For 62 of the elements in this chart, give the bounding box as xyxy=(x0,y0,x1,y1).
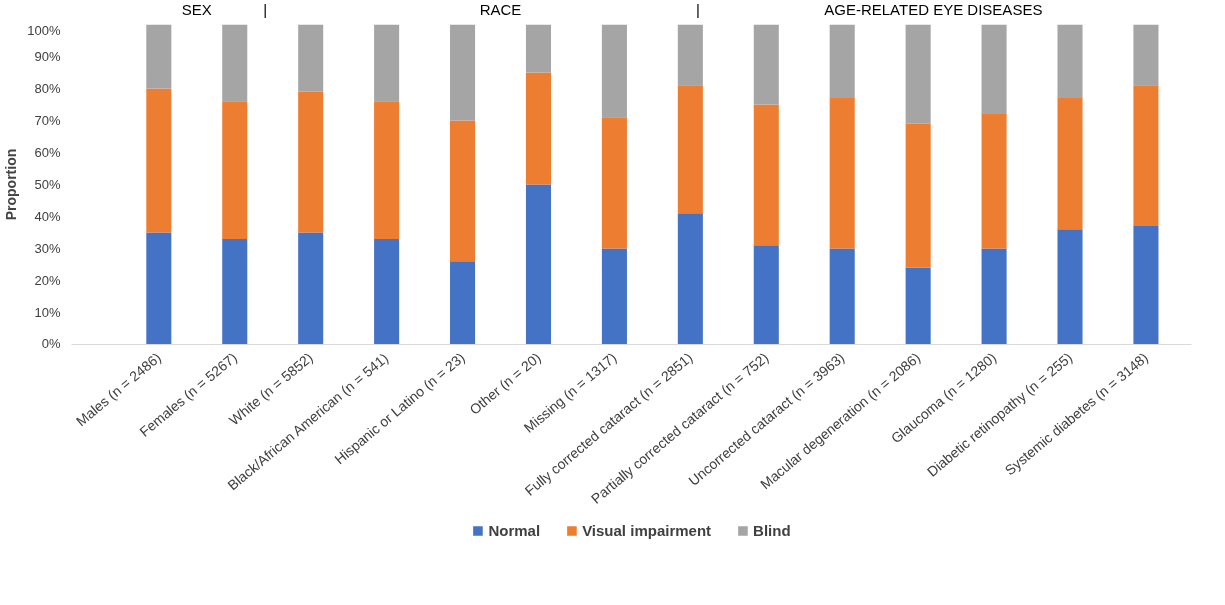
y-tick-label: 0% xyxy=(41,335,61,351)
bar xyxy=(677,24,703,86)
bar xyxy=(374,101,400,239)
bar xyxy=(374,238,400,345)
bar xyxy=(981,248,1007,345)
legend-label: Normal xyxy=(488,521,541,539)
y-tick-label: 20% xyxy=(34,273,61,288)
bar xyxy=(829,248,855,345)
bar xyxy=(525,72,552,185)
text: AGE-RELATED EYE DISEASES xyxy=(824,1,1043,19)
y-tick-label: 70% xyxy=(34,113,61,128)
bar xyxy=(981,114,1007,249)
bar xyxy=(298,24,324,92)
bar xyxy=(450,261,476,345)
text: | xyxy=(695,1,700,19)
bar xyxy=(450,120,476,262)
bar xyxy=(829,98,855,249)
bar xyxy=(905,24,931,124)
bar xyxy=(1133,85,1159,227)
bar xyxy=(1133,226,1159,345)
bar xyxy=(1057,229,1083,345)
bar xyxy=(601,24,627,118)
bar xyxy=(222,238,248,345)
bar xyxy=(298,232,324,345)
bar xyxy=(677,85,703,214)
bar xyxy=(601,117,627,249)
y-tick-label: 10% xyxy=(34,305,61,320)
y-axis-title: Proportion xyxy=(3,148,20,221)
y-tick-label: 60% xyxy=(34,145,61,160)
y-tick-label: 80% xyxy=(34,81,61,96)
bar xyxy=(677,213,703,345)
bar xyxy=(525,184,552,345)
legend-label: Visual impairment xyxy=(582,521,712,539)
y-tick-label: 30% xyxy=(34,241,61,256)
bar xyxy=(146,24,172,89)
bar xyxy=(146,232,172,345)
y-tick-label: 90% xyxy=(34,49,61,64)
bar xyxy=(753,24,779,105)
bar xyxy=(222,24,248,102)
bar xyxy=(829,24,855,99)
bar xyxy=(298,91,324,233)
text: SEX xyxy=(181,1,212,19)
y-tick-label: 50% xyxy=(34,177,61,192)
bar xyxy=(146,88,172,233)
bar xyxy=(601,248,627,345)
bar xyxy=(1057,24,1083,99)
bar xyxy=(1133,24,1159,86)
bar xyxy=(1057,98,1083,230)
bar xyxy=(753,104,779,246)
bar xyxy=(905,123,931,268)
legend-label: Blind xyxy=(753,521,791,539)
y-tick-label: 100% xyxy=(27,22,61,38)
text: RACE xyxy=(479,1,522,19)
text: | xyxy=(263,1,268,19)
bar xyxy=(374,24,400,102)
bar xyxy=(525,24,552,73)
y-tick-label: 40% xyxy=(34,209,61,224)
bar xyxy=(981,24,1007,115)
bar xyxy=(450,24,476,121)
bar xyxy=(222,101,248,239)
bar xyxy=(905,267,931,345)
bar xyxy=(753,245,779,345)
